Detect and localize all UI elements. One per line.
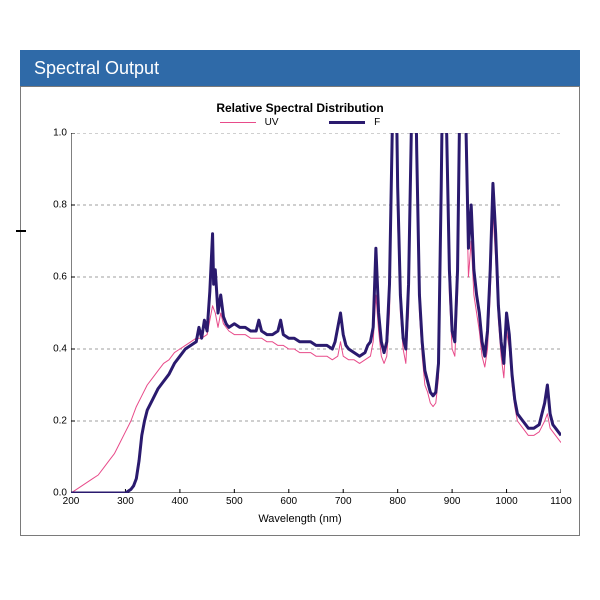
x-tick-label: 1100 bbox=[550, 496, 572, 507]
y-tick-label: 0.6 bbox=[53, 272, 67, 283]
page: Spectral Output Relative Spectral Distri… bbox=[0, 0, 600, 600]
legend-item-uv: UV bbox=[220, 117, 279, 128]
x-tick-label: 900 bbox=[444, 496, 461, 507]
x-tick-label: 600 bbox=[280, 496, 297, 507]
section-header: Spectral Output bbox=[20, 50, 580, 86]
legend: UV F bbox=[21, 117, 579, 128]
x-tick-label: 400 bbox=[172, 496, 189, 507]
chart-panel: Relative Spectral Distribution UV F 0.00… bbox=[20, 86, 580, 536]
legend-label-uv: UV bbox=[265, 117, 279, 128]
x-tick-label: 1000 bbox=[495, 496, 517, 507]
x-tick-label: 500 bbox=[226, 496, 243, 507]
series-f bbox=[71, 133, 561, 493]
y-tick-label: 1.0 bbox=[53, 128, 67, 139]
y-tick-label: 0.8 bbox=[53, 200, 67, 211]
legend-item-f: F bbox=[329, 117, 380, 128]
plot-area: 0.00.20.40.60.81.02003004005006007008009… bbox=[71, 133, 561, 493]
chart-title: Relative Spectral Distribution bbox=[21, 101, 579, 115]
legend-label-f: F bbox=[374, 117, 380, 128]
x-tick-label: 700 bbox=[335, 496, 352, 507]
x-tick-label: 300 bbox=[117, 496, 134, 507]
x-tick-label: 800 bbox=[389, 496, 406, 507]
x-tick-label: 200 bbox=[63, 496, 80, 507]
y-tick-label: 0.2 bbox=[53, 416, 67, 427]
legend-swatch-f bbox=[329, 121, 365, 124]
x-axis-label: Wavelength (nm) bbox=[21, 513, 579, 525]
section-header-title: Spectral Output bbox=[34, 58, 159, 78]
y-tick-label: 0.4 bbox=[53, 344, 67, 355]
stray-mark bbox=[16, 230, 26, 232]
legend-swatch-uv bbox=[220, 122, 256, 123]
